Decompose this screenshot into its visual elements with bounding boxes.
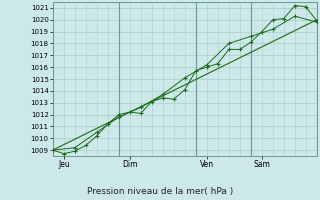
Text: Pression niveau de la mer( hPa ): Pression niveau de la mer( hPa ) — [87, 187, 233, 196]
